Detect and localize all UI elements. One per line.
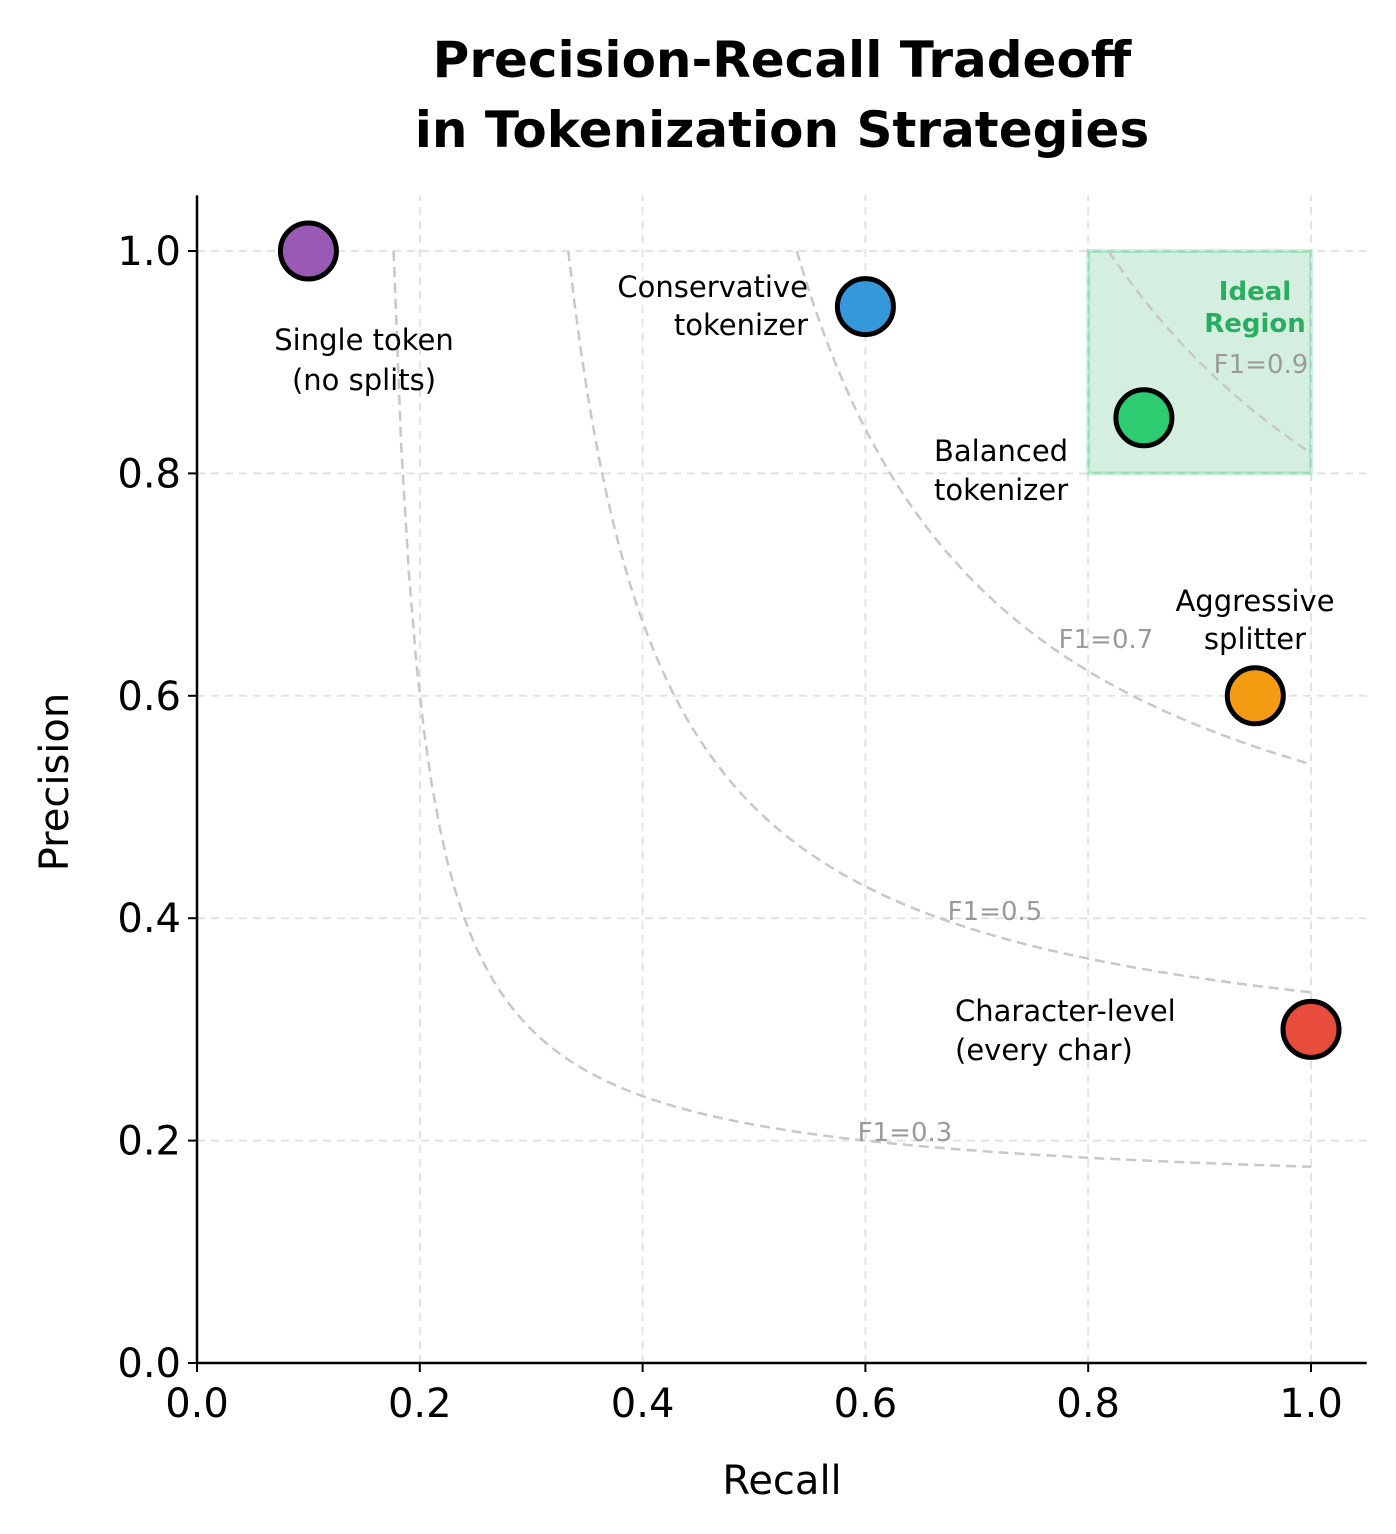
f1-contours: F1=0.3 F1=0.5 F1=0.7 F1=0.9 xyxy=(392,250,1312,1169)
data-point xyxy=(1280,998,1342,1060)
point-label: (every char) xyxy=(955,1033,1133,1067)
x-tick-label: 1.0 xyxy=(1279,1381,1343,1427)
ideal-region-label-line-1: Ideal xyxy=(1219,277,1291,307)
data-point xyxy=(1113,387,1175,449)
chart-title-line-1: Precision-Recall Tradeoff xyxy=(433,31,1132,89)
y-axis-label: Precision xyxy=(32,693,78,871)
ideal-region-label-line-2: Region xyxy=(1204,309,1306,339)
f1-contour-label: F1=0.5 xyxy=(948,897,1043,927)
point-label: Conservative xyxy=(617,270,808,304)
y-tick-label: 0.4 xyxy=(117,896,181,942)
y-tick-label: 0.2 xyxy=(117,1119,181,1165)
f1-contour-line xyxy=(392,250,1312,1169)
point-label: Balanced xyxy=(934,434,1068,468)
y-tick-label: 0.0 xyxy=(117,1341,181,1387)
x-tick-label: 0.2 xyxy=(388,1381,452,1427)
y-tick-label: 0.8 xyxy=(117,451,181,497)
points: Single token (no splits) Conservative token… xyxy=(274,220,1342,1067)
x-axis-label: Recall xyxy=(722,1458,841,1504)
point-label: splitter xyxy=(1204,622,1306,656)
x-tick-label: 0.0 xyxy=(165,1381,229,1427)
f1-contour-label: F1=0.7 xyxy=(1059,625,1154,655)
point-label: tokenizer xyxy=(934,473,1068,507)
chart-title-line-2: in Tokenization Strategies xyxy=(415,101,1149,159)
x-tick-label: 0.6 xyxy=(834,1381,898,1427)
point-label: (no splits) xyxy=(292,363,436,397)
point-label: Aggressive xyxy=(1175,584,1334,618)
x-tick-label: 0.4 xyxy=(611,1381,675,1427)
point-label: Character-level xyxy=(955,994,1176,1028)
f1-contour-label: F1=0.9 xyxy=(1214,350,1309,380)
f1-contour-line xyxy=(795,250,1312,766)
y-tick-label: 1.0 xyxy=(117,229,181,275)
f1-contour-line xyxy=(1107,250,1312,455)
data-point xyxy=(834,276,896,338)
data-point xyxy=(1224,665,1286,727)
point-label: Single token xyxy=(274,323,453,357)
data-point xyxy=(277,220,339,282)
y-tick-label: 0.6 xyxy=(117,674,181,720)
x-tick-label: 0.8 xyxy=(1056,1381,1120,1427)
f1-contour-label: F1=0.3 xyxy=(858,1118,953,1148)
point-label: tokenizer xyxy=(674,308,808,342)
axes: 0.0 0.2 0.4 0.6 0.8 1.0 0.0 0.2 0.4 0.6 0.8 1.0 xyxy=(117,195,1367,1427)
